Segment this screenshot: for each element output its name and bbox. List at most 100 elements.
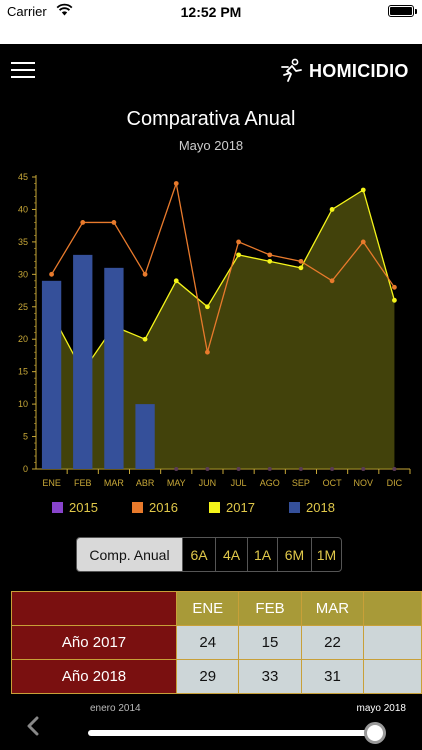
legend-label: 2018 bbox=[306, 500, 335, 515]
x-tick-label: AGO bbox=[260, 478, 280, 488]
table-cell: 29 bbox=[176, 659, 240, 694]
legend-label: 2015 bbox=[69, 500, 98, 515]
running-person-icon bbox=[281, 58, 302, 82]
legend-swatch bbox=[52, 502, 63, 513]
table-cell bbox=[363, 625, 422, 660]
column-header: ENE bbox=[176, 591, 240, 626]
segment-1a[interactable]: 1A bbox=[247, 538, 277, 571]
series-2015-point bbox=[205, 467, 210, 471]
segment-6a[interactable]: 6A bbox=[182, 538, 215, 571]
series-2015-point bbox=[361, 467, 366, 471]
series-2016-point bbox=[360, 239, 366, 245]
y-tick-label: 30 bbox=[18, 269, 28, 279]
wifi-icon bbox=[56, 3, 73, 16]
range-start-label: enero 2014 bbox=[90, 703, 141, 714]
segment-4a[interactable]: 4A bbox=[215, 538, 247, 571]
chart-legend: 2015 2016 2017 2018 bbox=[0, 500, 422, 518]
y-tick-label: 20 bbox=[18, 334, 28, 344]
series-2016-point bbox=[142, 271, 148, 277]
y-tick-label: 5 bbox=[23, 432, 28, 442]
row-label: Año 2017 bbox=[11, 625, 178, 660]
legend-label: 2017 bbox=[226, 500, 255, 515]
x-tick-label: ENE bbox=[42, 478, 61, 488]
x-tick-label: OCT bbox=[323, 478, 343, 488]
series-2018-bar bbox=[104, 267, 124, 469]
column-header bbox=[363, 591, 422, 626]
y-tick-label: 25 bbox=[18, 302, 28, 312]
x-tick-label: MAY bbox=[167, 478, 186, 488]
chart-title: Comparativa Anual bbox=[126, 108, 296, 130]
date-slider-thumb[interactable] bbox=[364, 722, 386, 744]
series-2016-point bbox=[392, 284, 397, 290]
row-label: Año 2018 bbox=[11, 659, 178, 694]
status-bar: Carrier 12:52 PM bbox=[0, 0, 422, 22]
legend-item: 2017 bbox=[209, 500, 255, 515]
table-row: Año 2018 29 33 31 bbox=[11, 659, 422, 694]
series-2015-point bbox=[330, 467, 335, 471]
series-2016-point bbox=[173, 181, 179, 186]
table-header-row: ENE FEB MAR bbox=[11, 591, 422, 626]
series-2015-point bbox=[267, 467, 272, 471]
x-tick-label: SEP bbox=[292, 478, 310, 488]
series-2017-point bbox=[298, 265, 304, 271]
series-2015-point bbox=[236, 467, 241, 471]
x-tick-label: FEB bbox=[74, 478, 92, 488]
table-row: Año 2017 24 15 22 bbox=[11, 625, 422, 660]
x-tick-label: JUN bbox=[199, 478, 217, 488]
x-tick-label: JUL bbox=[231, 478, 247, 488]
battery-icon bbox=[388, 5, 417, 17]
series-2017-point bbox=[267, 258, 273, 264]
series-2016-point bbox=[329, 278, 335, 284]
chart-subtitle: Mayo 2018 bbox=[178, 138, 244, 153]
series-2016-point bbox=[111, 220, 117, 225]
range-end-label: mayo 2018 bbox=[356, 703, 406, 714]
x-tick-label: DIC bbox=[387, 478, 403, 488]
series-2017-point bbox=[360, 187, 366, 193]
series-2017-point bbox=[173, 278, 179, 284]
series-2017-point bbox=[205, 304, 210, 310]
table-corner-cell bbox=[11, 591, 178, 626]
series-2016-point bbox=[80, 220, 86, 225]
series-2017-point bbox=[392, 297, 397, 303]
clock: 12:52 PM bbox=[180, 4, 242, 20]
y-tick-label: 35 bbox=[18, 237, 28, 247]
back-arrow-icon[interactable] bbox=[25, 716, 41, 736]
series-2017-point bbox=[329, 207, 335, 212]
period-selector[interactable]: Comp. Anual 6A 4A 1A 6M 1M bbox=[76, 537, 342, 572]
segment-1m[interactable]: 1M bbox=[311, 538, 341, 571]
series-2015-point bbox=[298, 467, 303, 471]
date-slider-track[interactable] bbox=[88, 730, 378, 736]
comparison-chart: 0 5 10 15 20 25 30 35 40 45 ENE FEB MAR ABR MAY JUN JUL A… bbox=[18, 172, 411, 488]
series-2016-point bbox=[267, 252, 273, 258]
nav-bar-strip bbox=[0, 22, 422, 44]
series-2016-point bbox=[205, 349, 210, 355]
x-tick-label: NOV bbox=[353, 478, 373, 488]
series-2015-point bbox=[392, 467, 397, 471]
table-cell: 15 bbox=[238, 625, 302, 660]
series-2016-point bbox=[236, 239, 241, 245]
legend-item: 2015 bbox=[52, 500, 98, 515]
data-table: ENE FEB MAR Año 2017 24 15 22 Año 2018 29 33 31 bbox=[11, 591, 422, 701]
legend-label: 2016 bbox=[149, 500, 178, 515]
column-header: FEB bbox=[238, 591, 302, 626]
series-2017-point bbox=[142, 336, 148, 342]
legend-item: 2016 bbox=[132, 500, 178, 515]
series-2016-point bbox=[298, 258, 304, 264]
series-2018-bar bbox=[73, 254, 93, 469]
x-tick-label: ABR bbox=[136, 478, 155, 488]
series-2018-bar bbox=[41, 280, 62, 469]
app-title: HOMICIDIO bbox=[309, 61, 409, 81]
footer-bar bbox=[0, 700, 422, 750]
segment-6m[interactable]: 6M bbox=[277, 538, 311, 571]
column-header: MAR bbox=[300, 591, 365, 626]
series-2017-area bbox=[51, 189, 395, 469]
menu-icon[interactable] bbox=[11, 62, 35, 80]
table-cell bbox=[363, 659, 422, 694]
carrier-label: Carrier bbox=[7, 4, 47, 19]
y-tick-label: 15 bbox=[18, 367, 28, 377]
series-2016-point bbox=[49, 271, 54, 277]
legend-item: 2018 bbox=[289, 500, 335, 515]
segment-comp-anual[interactable]: Comp. Anual bbox=[77, 538, 182, 571]
y-tick-label: 0 bbox=[23, 464, 28, 474]
series-2016-line bbox=[51, 180, 395, 353]
